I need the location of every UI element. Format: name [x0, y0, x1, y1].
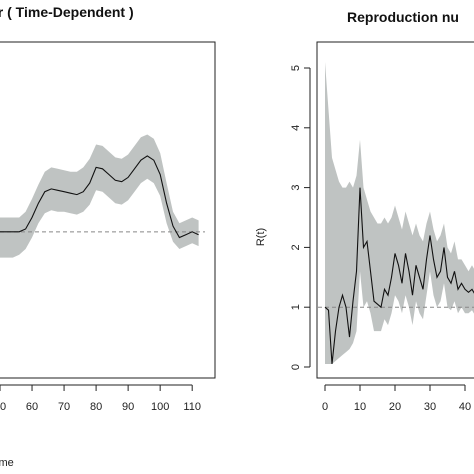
right-x-tick-label: 20: [389, 401, 401, 413]
right-series-line: [324, 187, 474, 365]
right-chart: Reproduction nu 0 10 20 30 40 0 1 2 3 4 5 R(t): [255, 9, 474, 413]
right-series-polyline: [324, 187, 474, 365]
left-band-area: [0, 134, 199, 258]
left-confidence-band: [0, 134, 199, 258]
right-y-axis-label: R(t): [255, 228, 267, 246]
left-x-tick-label: 110: [183, 401, 201, 413]
right-x-axis: 0 10 20 30 40: [322, 384, 471, 413]
left-plot-frame: [0, 41, 216, 379]
right-x-tick-label: 10: [354, 401, 366, 413]
right-y-tick-label: 0: [290, 364, 302, 370]
right-y-tick-label: 3: [290, 185, 302, 191]
right-y-tick-label: 1: [290, 304, 302, 310]
left-x-tick-label: 90: [122, 401, 134, 413]
right-confidence-band: [325, 62, 474, 364]
left-x-tick-label: 100: [151, 401, 169, 413]
left-chart-title: er ( Time-Dependent ): [0, 4, 134, 20]
left-x-tick-label: 70: [58, 401, 70, 413]
right-y-axis: 0 1 2 3 4 5: [290, 65, 311, 370]
right-y-tick-label: 2: [290, 244, 302, 250]
left-series-polyline: [0, 155, 199, 239]
left-x-tick-label: 60: [26, 401, 38, 413]
right-y-tick-label: 4: [290, 125, 302, 131]
left-x-axis-label: ime: [0, 457, 14, 469]
left-x-axis: 50 60 70 80 90 100 110: [0, 384, 201, 413]
left-series-line: [0, 155, 199, 239]
left-x-tick-label: 80: [90, 401, 102, 413]
right-chart-title: Reproduction nu: [347, 9, 459, 25]
right-x-tick-label: 40: [459, 401, 471, 413]
left-chart: er ( Time-Dependent ) 50 60 70 80 90 100 110 i…: [0, 4, 216, 469]
left-x-tick-label: 50: [0, 401, 6, 413]
right-x-tick-label: 30: [424, 401, 436, 413]
right-y-tick-label: 5: [290, 65, 302, 71]
right-x-tick-label: 0: [322, 401, 328, 413]
right-band-area: [325, 62, 474, 364]
right-plot-frame: [316, 41, 474, 379]
